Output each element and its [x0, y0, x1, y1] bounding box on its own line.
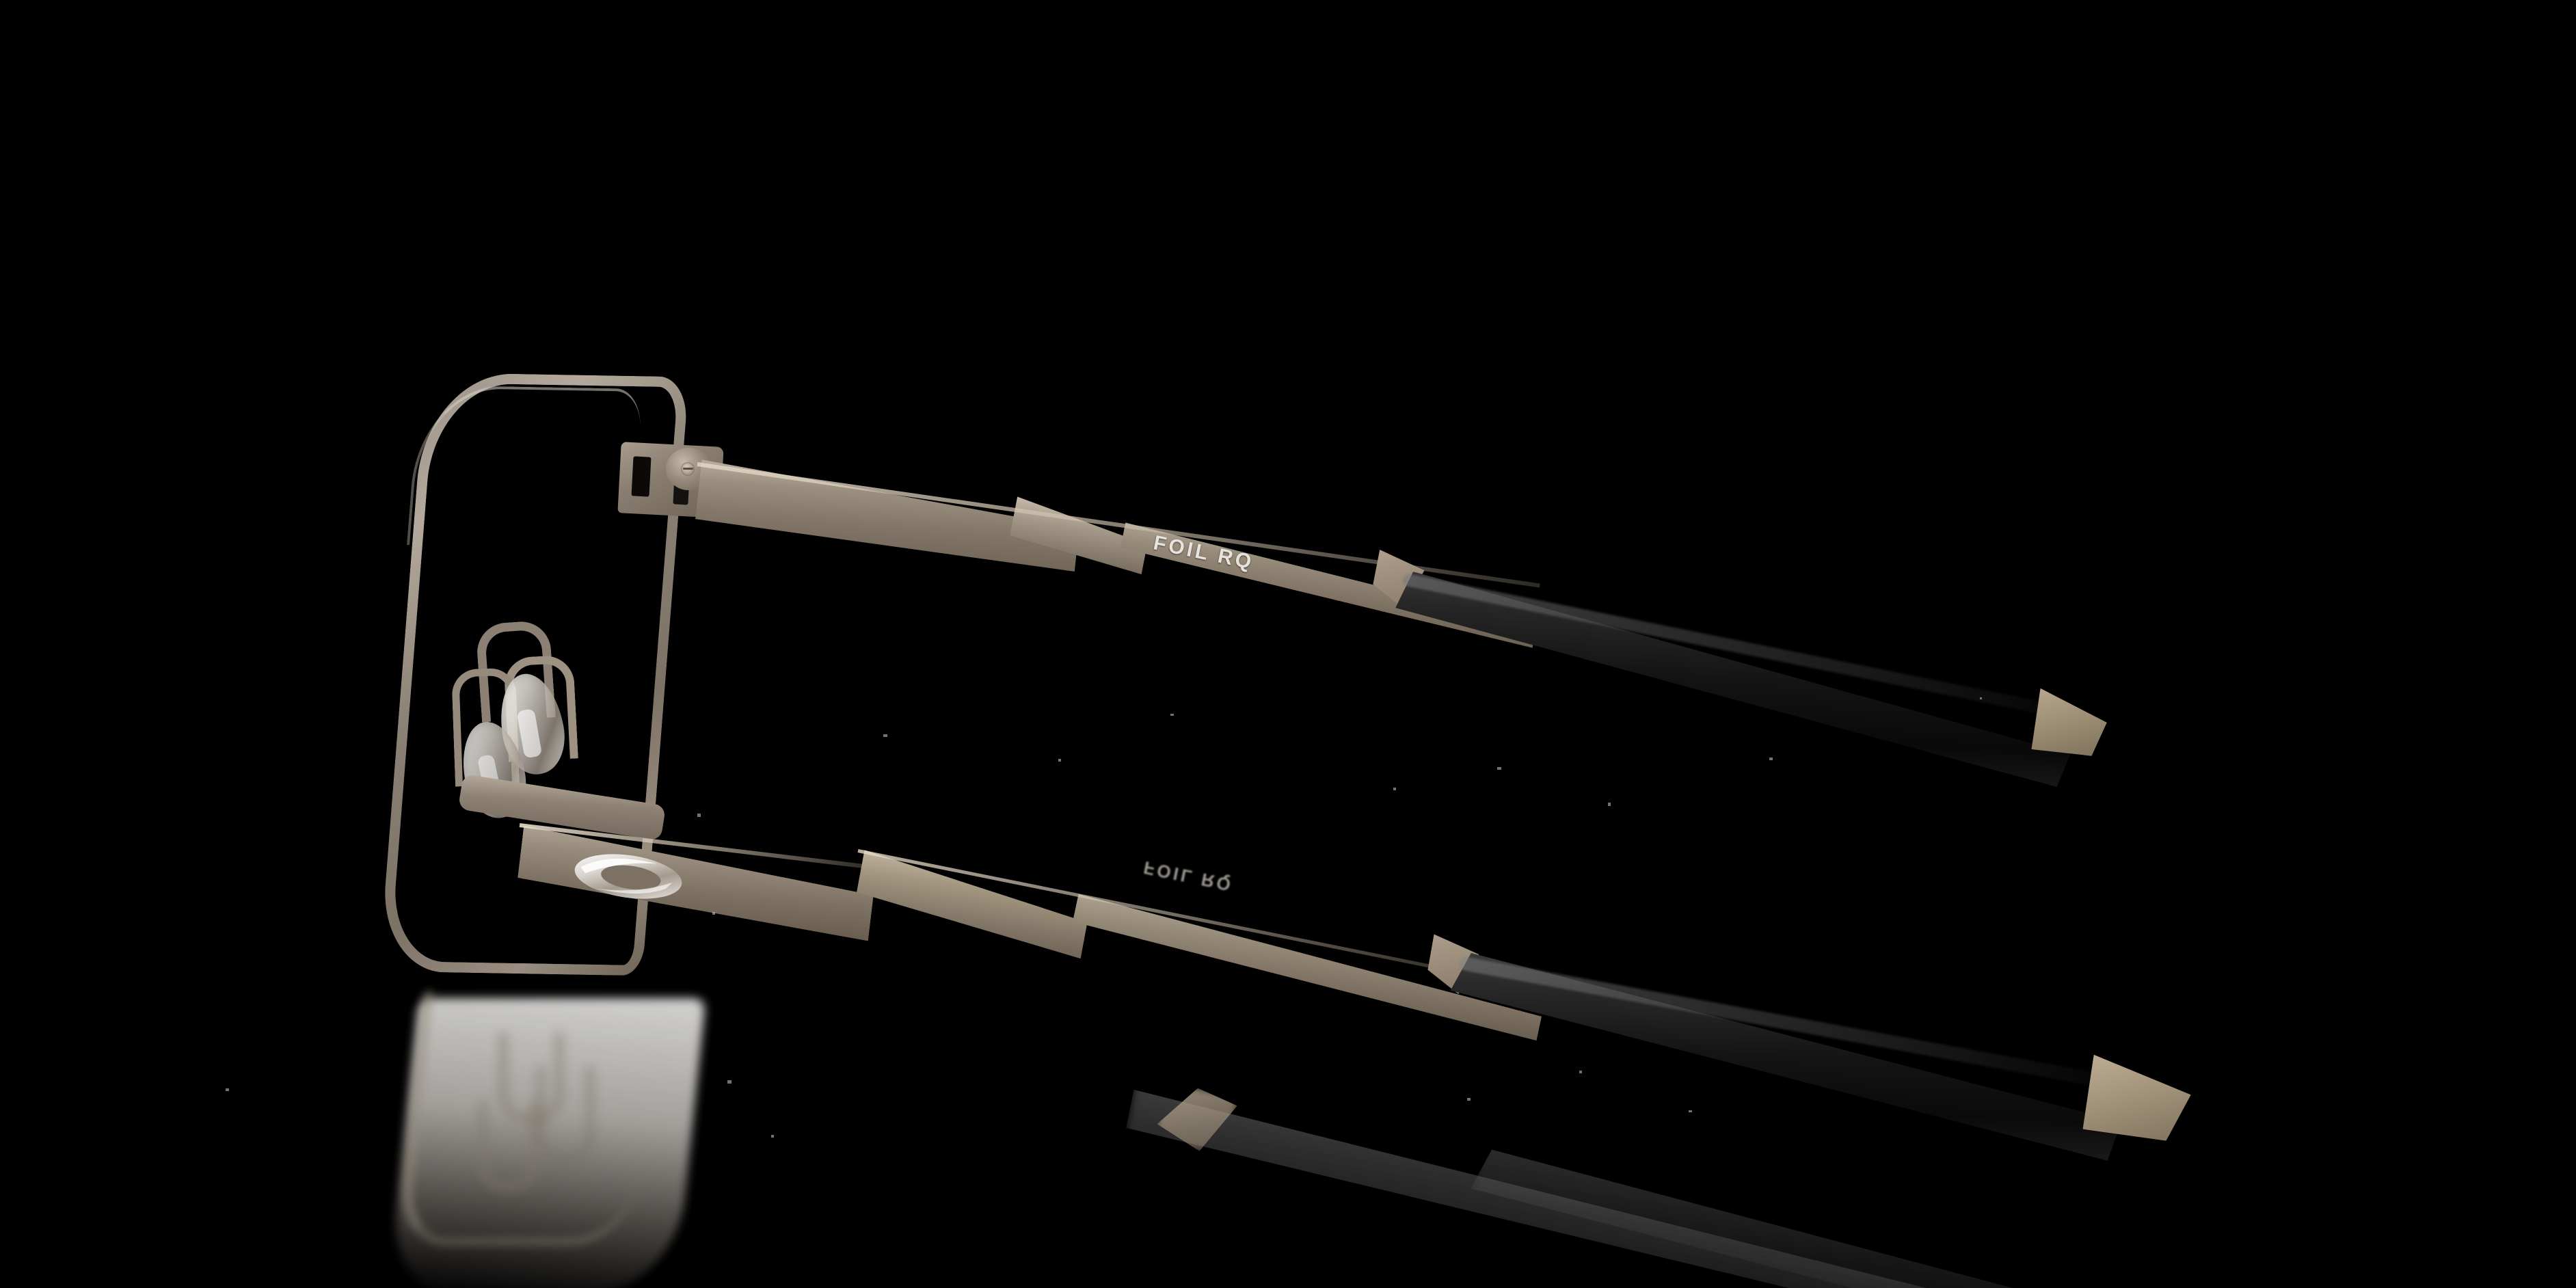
dust-speck — [1769, 757, 1773, 760]
dust-speck — [1467, 1098, 1471, 1101]
lower-temple-taper — [851, 847, 1094, 965]
dust-speck — [712, 912, 715, 915]
reflection-lower-sleeve — [1460, 1136, 2166, 1288]
dust-speck — [771, 1135, 774, 1138]
dust-speck — [883, 734, 887, 737]
hinge-screw-slot — [683, 468, 693, 470]
dust-speck — [727, 1080, 732, 1084]
dust-speck — [1170, 714, 1174, 716]
dust-speck — [697, 814, 701, 817]
reflection-nose-pads — [472, 1025, 629, 1244]
dust-speck — [1579, 1071, 1582, 1073]
model-name-label-reflection: FOIL RQ — [1142, 857, 1235, 896]
dust-speck — [226, 1088, 229, 1091]
frame-rim-highlight — [407, 385, 643, 549]
dust-speck — [1980, 697, 1982, 699]
dust-speck — [1497, 767, 1501, 770]
endpiece-cutout — [631, 456, 652, 497]
dust-speck — [1689, 1110, 1692, 1112]
dust-speck — [1393, 788, 1396, 790]
oakley-ellipse-logo — [574, 854, 682, 899]
dust-speck — [1058, 759, 1061, 762]
dust-speck — [1608, 803, 1611, 806]
